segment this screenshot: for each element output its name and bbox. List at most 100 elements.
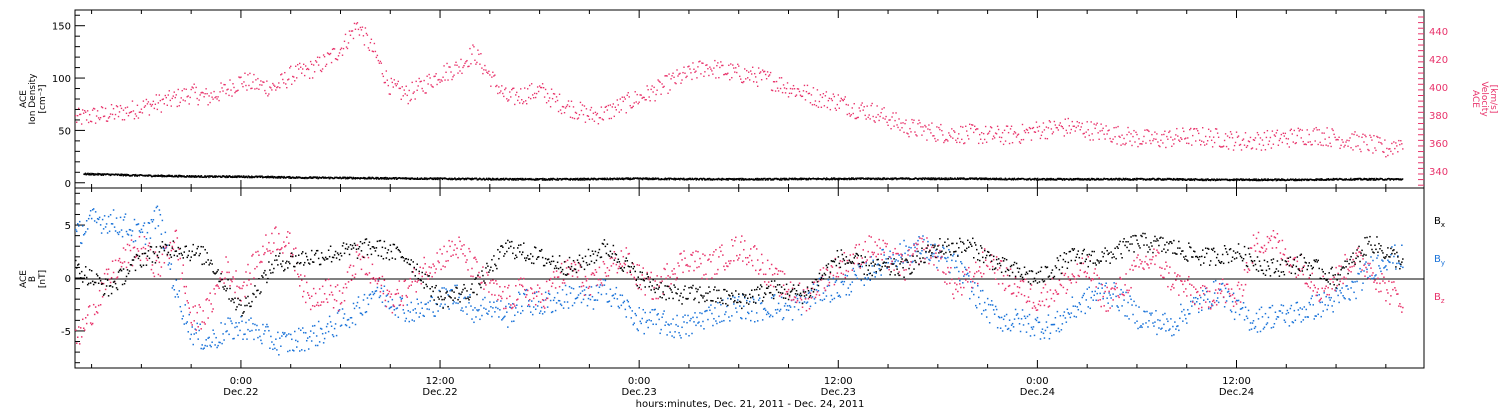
velocity-point-173 [247,74,248,75]
velocity-point-658 [730,63,731,64]
velocity-point-42 [117,106,118,107]
velocity-point-278 [352,30,353,31]
velocity-point-116 [190,89,191,90]
velocity-point-1213 [1283,133,1284,134]
velocity-point-871 [942,134,943,135]
by-point-564 [637,328,639,330]
by-point-420 [493,302,495,304]
by-point-80 [155,228,157,230]
velocity-point-724 [796,94,797,95]
velocity-point-1065 [1135,132,1136,133]
velocity-point-260 [334,48,335,49]
velocity-point-525 [598,123,599,124]
velocity-point-8 [83,113,84,114]
by-point-684 [756,312,758,314]
velocity-point-1102 [1172,139,1173,140]
velocity-point-1072 [1142,141,1143,142]
by-point-588 [660,329,662,331]
velocity-point-1244 [1313,128,1314,129]
by-point-682 [754,321,756,323]
by-point-147 [221,343,223,345]
velocity-point-1202 [1272,130,1273,131]
velocity-point-560 [633,106,634,107]
by-point-236 [310,330,312,332]
by-point-379 [452,303,454,305]
by-point-678 [750,320,752,322]
x-tick-time-2: 0:00 [628,376,650,387]
by-point-627 [699,312,701,314]
velocity-point-973 [1044,129,1045,130]
velocity-point-492 [565,107,566,108]
velocity-point-984 [1055,124,1056,125]
velocity-point-61 [136,115,137,116]
velocity-point-531 [604,111,605,112]
velocity-point-816 [887,125,888,126]
velocity-point-571 [643,97,644,98]
velocity-point-921 [992,138,993,139]
velocity-point-332 [406,86,407,87]
velocity-point-303 [377,55,378,56]
velocity-point-21 [96,115,97,116]
by-point-330 [404,312,406,314]
velocity-point-1214 [1284,135,1285,136]
by-point-187 [261,343,263,345]
by-point-764 [836,280,838,282]
velocity-point-236 [310,61,311,62]
velocity-point-500 [573,106,574,107]
velocity-point-1108 [1178,139,1179,140]
by-point-226 [300,330,302,332]
velocity-point-1284 [1353,134,1354,135]
by-point-35 [110,214,112,216]
velocity-point-43 [118,116,119,117]
velocity-point-588 [660,94,661,95]
velocity-point-1314 [1383,152,1384,153]
velocity-point-1326 [1395,142,1396,143]
velocity-point-1283 [1352,149,1353,150]
velocity-point-90 [165,95,166,96]
velocity-point-230 [304,75,305,76]
velocity-point-800 [871,103,872,104]
velocity-point-1045 [1115,127,1116,128]
velocity-point-1013 [1084,133,1085,134]
velocity-point-417 [490,86,491,87]
density-point-627 [395,177,396,178]
velocity-point-1332 [1401,143,1402,144]
velocity-point-456 [529,85,530,86]
by-point-305 [379,297,381,299]
velocity-point-196 [270,87,271,88]
by-point-505 [578,294,580,296]
velocity-point-690 [762,69,763,70]
velocity-point-772 [844,99,845,100]
velocity-point-837 [908,136,909,137]
by-point-60 [135,240,137,242]
velocity-point-100 [175,97,176,98]
velocity-point-709 [781,77,782,78]
by-point-706 [778,303,780,305]
velocity-tick-label-4: 420 [1429,55,1448,66]
density-point-3 [85,173,86,174]
by-point-695 [767,311,769,313]
velocity-point-461 [534,93,535,94]
velocity-point-987 [1058,129,1059,130]
by-point-513 [586,287,588,289]
velocity-point-657 [729,79,730,80]
velocity-point-996 [1067,132,1068,133]
by-point-621 [693,321,695,323]
velocity-point-499 [572,117,573,118]
by-point-263 [337,312,339,314]
velocity-point-3 [78,108,79,109]
by-point-775 [847,275,849,277]
by-point-566 [638,307,640,309]
by-point-347 [420,302,422,304]
by-point-392 [465,306,467,308]
by-point-629 [701,313,703,315]
by-point-800 [871,265,873,267]
by-point-619 [691,333,693,335]
velocity-point-1297 [1366,144,1367,145]
velocity-point-754 [826,91,827,92]
by-point-741 [813,283,815,285]
velocity-point-385 [458,66,459,67]
velocity-point-373 [446,63,447,64]
by-point-107 [182,318,184,320]
velocity-point-1203 [1273,144,1274,145]
